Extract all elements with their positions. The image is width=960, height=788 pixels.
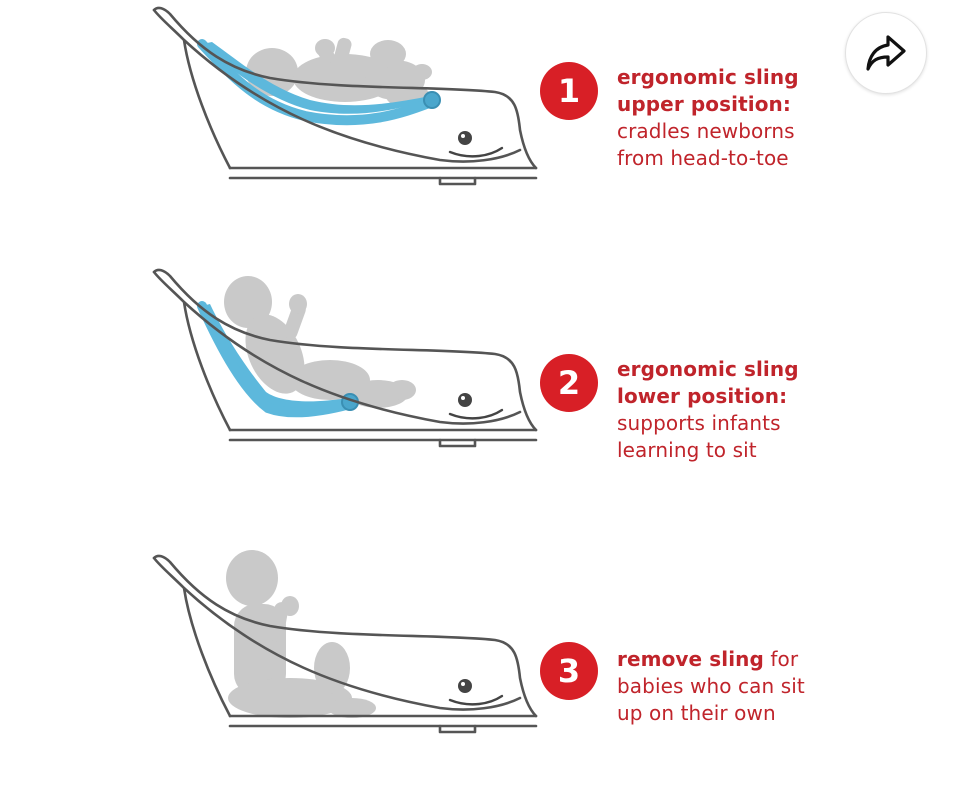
tub-outline (152, 6, 538, 186)
step-2: 2 ergonomic sling lower position: suppor… (0, 262, 960, 502)
baby-figure-lying (246, 37, 432, 108)
step-caption: ergonomic sling upper position: cradles … (617, 64, 937, 172)
caption-title-line2: lower position: (617, 384, 788, 408)
caption-desc-line2: learning to sit (617, 438, 757, 462)
caption-title-line1: ergonomic sling (617, 357, 799, 381)
caption-title-line: remove sling for (617, 646, 937, 673)
step-number-badge: 1 (540, 62, 598, 120)
step-3: 3 remove sling for babies who can sit up… (0, 548, 960, 788)
step-1: 1 ergonomic sling upper position: cradle… (0, 0, 960, 240)
caption-desc-line1: supports infants (617, 411, 781, 435)
caption-desc-line1: cradles newborns (617, 119, 795, 143)
tub-outline (152, 268, 538, 448)
caption-desc-line1: babies who can sit (617, 674, 805, 698)
caption-title-line2: upper position: (617, 92, 791, 116)
step-number-badge: 3 (540, 642, 598, 700)
bathtub-sling-lower-illustration (152, 268, 538, 448)
caption-title-bold: remove sling (617, 647, 764, 671)
caption-desc-line2: from head-to-toe (617, 146, 789, 170)
step-number-badge: 2 (540, 354, 598, 412)
tub-outline (152, 554, 538, 734)
caption-desc-line2: up on their own (617, 701, 776, 725)
whale-eye (458, 131, 472, 145)
caption-title-suffix: for (763, 647, 799, 671)
whale-eye (458, 393, 472, 407)
sling-shape (202, 42, 432, 114)
share-arrow-icon (866, 35, 906, 71)
bathtub-sling-upper-illustration (152, 6, 538, 186)
step-caption: remove sling for babies who can sit up o… (617, 646, 937, 727)
share-button[interactable] (845, 12, 927, 94)
bathtub-no-sling-illustration (152, 550, 538, 734)
caption-title-line1: ergonomic sling (617, 65, 799, 89)
step-caption: ergonomic sling lower position: supports… (617, 356, 937, 464)
whale-eye (458, 679, 472, 693)
